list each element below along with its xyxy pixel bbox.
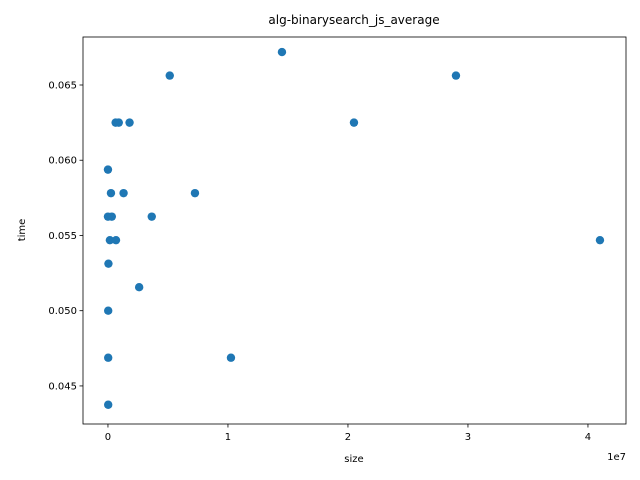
y-tick-label: 0.055	[48, 231, 77, 242]
x-tick-label: 3	[465, 432, 471, 443]
scatter-point	[114, 118, 123, 127]
scatter-point	[107, 212, 117, 221]
scatter-point	[119, 188, 128, 198]
scatter-point	[190, 188, 200, 198]
scatter-point	[104, 400, 113, 409]
scatter-point	[226, 353, 236, 362]
scatter-point	[277, 47, 287, 57]
y-tick-label: 0.065	[48, 80, 77, 91]
scatter-point	[104, 306, 113, 315]
x-axis-label: size	[344, 454, 363, 465]
scatter-point	[134, 282, 144, 292]
scatter-point	[451, 71, 461, 80]
scatter-point	[104, 259, 113, 268]
scatter-point	[103, 165, 113, 174]
y-tick-label: 0.045	[48, 381, 77, 392]
chart-title: alg-binarysearch_js_average	[268, 13, 439, 27]
scatter-point	[349, 118, 359, 127]
x-offset-label: 1e7	[607, 452, 626, 463]
x-tick-label: 4	[585, 432, 591, 443]
scatter-point	[104, 353, 113, 362]
scatter-point	[105, 235, 115, 245]
scatter-point	[106, 188, 116, 198]
scatter-point	[111, 235, 121, 245]
scatter-point	[147, 212, 156, 221]
scatter-point	[165, 71, 174, 80]
scatter-point	[595, 235, 605, 245]
scatter-point	[125, 118, 134, 127]
y-tick-label: 0.060	[48, 156, 77, 167]
y-axis-label: time	[17, 219, 28, 242]
x-tick-label: 1	[225, 432, 231, 443]
x-tick-label: 2	[345, 432, 351, 443]
plot-frame	[82, 36, 627, 425]
y-tick-label: 0.050	[48, 306, 77, 317]
x-tick-label: 0	[105, 432, 111, 443]
